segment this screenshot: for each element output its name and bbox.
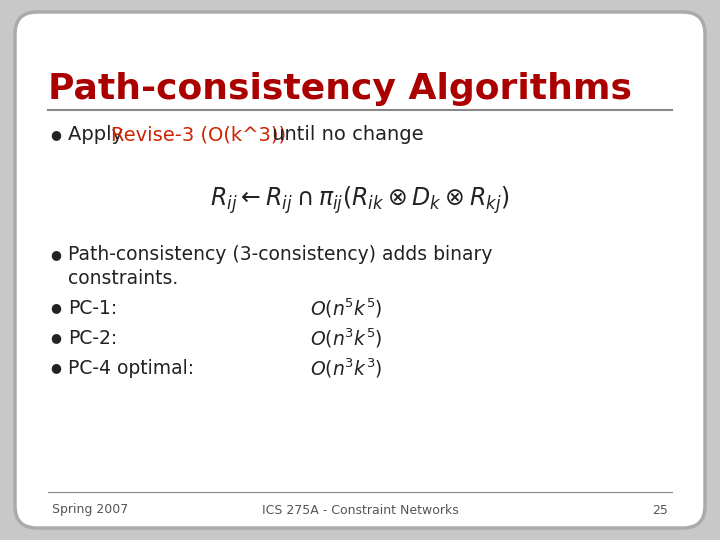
- Text: PC-1:: PC-1:: [68, 299, 117, 318]
- Text: ●: ●: [50, 301, 61, 314]
- Text: $O(n^3k^3)$: $O(n^3k^3)$: [310, 356, 382, 380]
- Text: until no change: until no change: [266, 125, 423, 145]
- Text: Revise-3 (O(k^3)): Revise-3 (O(k^3)): [111, 125, 286, 145]
- Text: $O(n^5k^5)$: $O(n^5k^5)$: [310, 296, 382, 320]
- Text: constraints.: constraints.: [68, 268, 179, 287]
- Text: Apply: Apply: [68, 125, 130, 145]
- Text: ●: ●: [50, 248, 61, 261]
- Text: ●: ●: [50, 361, 61, 375]
- Text: ICS 275A - Constraint Networks: ICS 275A - Constraint Networks: [261, 503, 459, 516]
- Text: Path-consistency (3-consistency) adds binary: Path-consistency (3-consistency) adds bi…: [68, 246, 492, 265]
- Text: $R_{ij} \leftarrow R_{ij} \cap \pi_{ij}(R_{ik} \otimes D_k \otimes R_{kj})$: $R_{ij} \leftarrow R_{ij} \cap \pi_{ij}(…: [210, 184, 510, 216]
- Text: PC-2:: PC-2:: [68, 328, 117, 348]
- Text: ●: ●: [50, 129, 61, 141]
- Text: ●: ●: [50, 332, 61, 345]
- FancyBboxPatch shape: [15, 12, 705, 528]
- Text: Path-consistency Algorithms: Path-consistency Algorithms: [48, 72, 632, 106]
- Text: Spring 2007: Spring 2007: [52, 503, 128, 516]
- Text: PC-4 optimal:: PC-4 optimal:: [68, 359, 194, 377]
- Text: 25: 25: [652, 503, 668, 516]
- Text: $O(n^3k^5)$: $O(n^3k^5)$: [310, 326, 382, 350]
